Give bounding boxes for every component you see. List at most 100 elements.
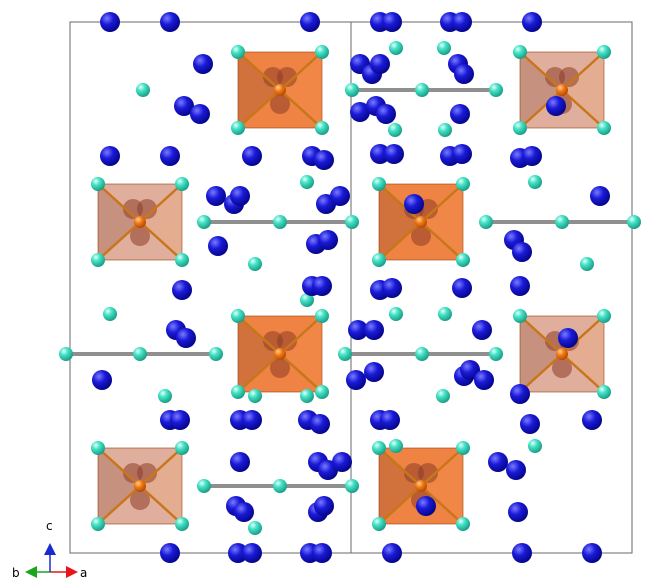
cation-atom <box>512 543 532 563</box>
anion-atom <box>315 385 329 399</box>
anion-atom <box>197 479 211 493</box>
metal-atom <box>415 216 427 228</box>
cation-atom <box>310 414 330 434</box>
cation-atom <box>522 12 542 32</box>
anion-atom <box>273 479 287 493</box>
cation-atom <box>582 543 602 563</box>
anion-atom <box>91 253 105 267</box>
anion-atom <box>248 257 262 271</box>
cation-atom <box>170 410 190 430</box>
cation-atom <box>242 410 262 430</box>
anion-atom <box>103 307 117 321</box>
anion-atom <box>345 215 359 229</box>
anion-atom <box>209 347 223 361</box>
linear-chain <box>197 479 359 493</box>
anion-atom <box>513 309 527 323</box>
cation-atom <box>520 414 540 434</box>
anion-atom <box>372 177 386 191</box>
anion-atom <box>456 441 470 455</box>
cation-atom <box>314 496 334 516</box>
metal-atom <box>134 216 146 228</box>
linear-chain <box>338 347 503 361</box>
cation-atom <box>92 370 112 390</box>
anion-atom <box>300 293 314 307</box>
anion-atom <box>231 121 245 135</box>
anion-atom <box>597 385 611 399</box>
anion-atom <box>197 215 211 229</box>
cation-atom <box>590 186 610 206</box>
atoms-layer <box>92 12 610 563</box>
cation-atom <box>160 12 180 32</box>
cation-atom <box>364 362 384 382</box>
cation-atom <box>522 146 542 166</box>
cation-atom <box>582 410 602 430</box>
octahedron <box>513 45 611 135</box>
cation-atom <box>452 278 472 298</box>
anion-atom <box>345 83 359 97</box>
cation-atom <box>312 276 332 296</box>
anion-atom <box>489 347 503 361</box>
anion-atom <box>389 41 403 55</box>
cation-atom <box>380 410 400 430</box>
metal-atom <box>274 348 286 360</box>
cation-atom <box>364 320 384 340</box>
cation-atom <box>382 278 402 298</box>
anion-atom <box>372 253 386 267</box>
anion-atom <box>438 307 452 321</box>
cation-atom <box>450 104 470 124</box>
anion-atom <box>437 41 451 55</box>
cation-atom <box>472 320 492 340</box>
anion-atom <box>436 389 450 403</box>
metal-atom <box>556 84 568 96</box>
anion-atom <box>513 45 527 59</box>
linear-chain <box>59 347 223 361</box>
anion-atom <box>456 517 470 531</box>
cation-atom <box>350 102 370 122</box>
anion-atom <box>158 389 172 403</box>
anion-atom <box>555 215 569 229</box>
linear-chain <box>197 215 359 229</box>
cation-atom <box>242 543 262 563</box>
octahedron <box>231 45 329 135</box>
anion-atom <box>513 121 527 135</box>
anion-atom <box>597 121 611 135</box>
anion-atom <box>91 441 105 455</box>
cation-atom <box>172 280 192 300</box>
linear-chain <box>479 215 641 229</box>
cation-atom <box>190 104 210 124</box>
anion-atom <box>175 517 189 531</box>
cation-atom <box>234 502 254 522</box>
cation-atom <box>452 12 472 32</box>
anion-atom <box>231 309 245 323</box>
anion-atom <box>338 347 352 361</box>
anion-atom <box>315 45 329 59</box>
cation-atom <box>160 146 180 166</box>
cation-atom <box>546 96 566 116</box>
cation-atom <box>230 452 250 472</box>
anion-atom <box>479 215 493 229</box>
cation-atom <box>230 186 250 206</box>
anion-atom <box>438 123 452 137</box>
anion-atom <box>175 177 189 191</box>
cation-atom <box>382 543 402 563</box>
cation-atom <box>160 543 180 563</box>
cation-atom <box>318 230 338 250</box>
cation-atom <box>376 104 396 124</box>
linear-chain <box>345 83 503 97</box>
cation-atom <box>488 452 508 472</box>
octahedron <box>91 441 189 531</box>
cation-atom <box>510 384 530 404</box>
cation-atom <box>510 276 530 296</box>
cation-atom <box>452 144 472 164</box>
cation-atom <box>330 186 350 206</box>
anion-atom <box>415 83 429 97</box>
cation-atom <box>300 12 320 32</box>
anion-atom <box>489 83 503 97</box>
anion-atom <box>345 479 359 493</box>
cation-atom <box>208 236 228 256</box>
cation-atom <box>228 543 248 563</box>
cation-atom <box>370 144 390 164</box>
axis-b-label: b <box>12 566 20 578</box>
octahedron <box>91 177 189 267</box>
